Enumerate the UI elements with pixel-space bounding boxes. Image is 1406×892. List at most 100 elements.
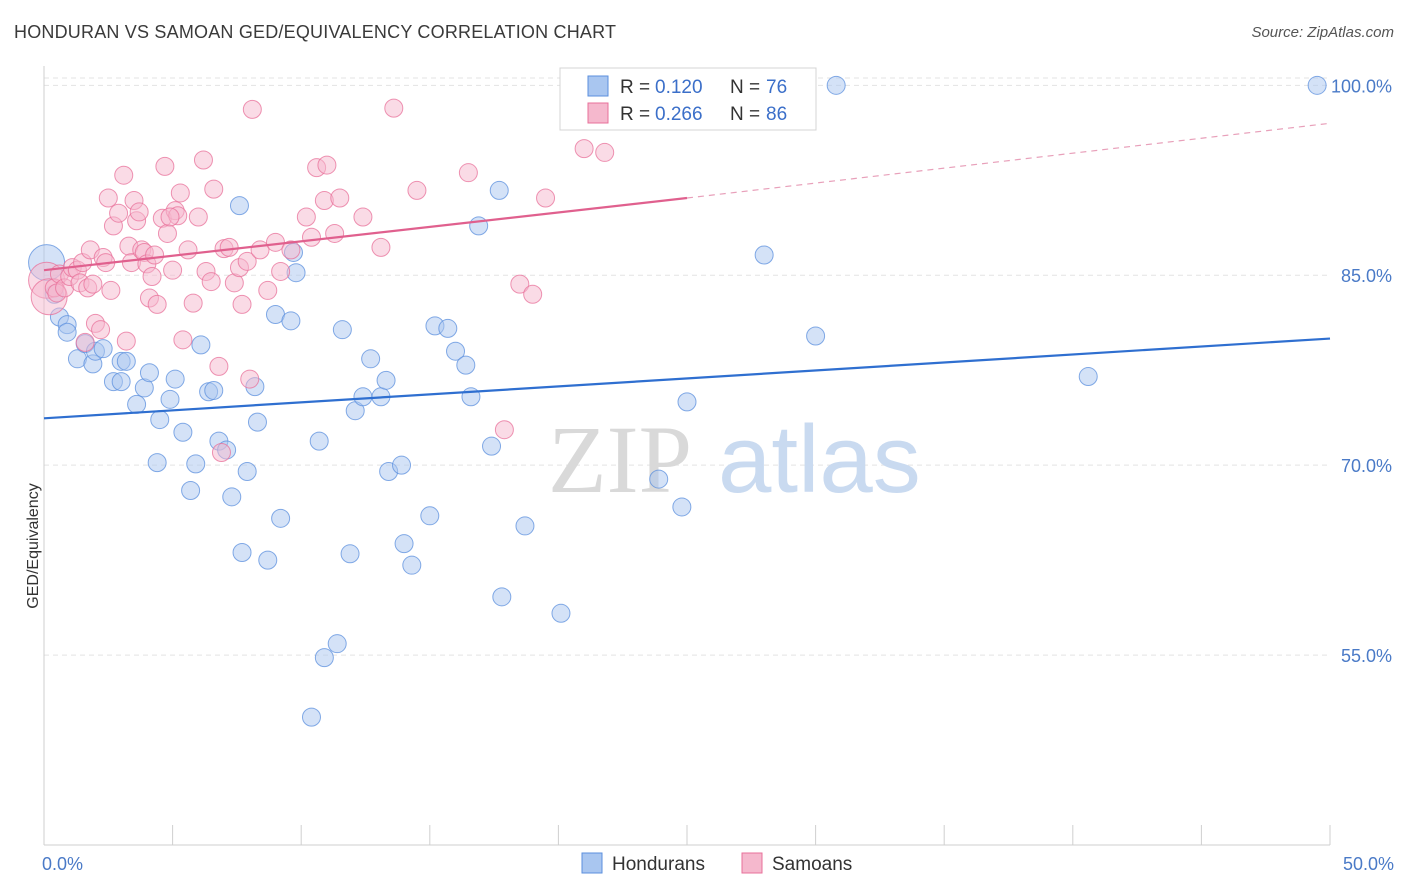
samoan-point-49 bbox=[201, 272, 221, 292]
samoan-point-58 bbox=[237, 251, 257, 271]
trend-lines bbox=[43, 122, 1331, 420]
samoan-point-72 bbox=[330, 188, 350, 208]
watermark-zip: ZIP bbox=[548, 406, 692, 513]
samoan-point-75 bbox=[384, 98, 404, 118]
samoan-point-37 bbox=[155, 156, 175, 176]
watermark-atlas: atlas bbox=[718, 406, 921, 513]
samoan-point-74 bbox=[371, 237, 391, 257]
honduran-point-26 bbox=[204, 380, 224, 400]
legend-swatch-hondurans bbox=[587, 75, 609, 97]
x-tick-label-1: 50.0% bbox=[1343, 854, 1394, 874]
legend-r-value-2: 0.266 bbox=[655, 104, 703, 125]
samoan-point-81 bbox=[536, 188, 556, 208]
honduran-point-30 bbox=[229, 196, 249, 216]
honduran-point-75 bbox=[1307, 75, 1327, 95]
legend-n-label-2: N = bbox=[730, 104, 760, 125]
samoan-point-82 bbox=[574, 139, 594, 159]
honduran-point-71 bbox=[754, 245, 774, 265]
legend-n-label-1: N = bbox=[730, 77, 760, 98]
honduran-point-9 bbox=[93, 339, 113, 359]
y-tick-label-1: 70.0% bbox=[1341, 456, 1392, 476]
honduran-point-45 bbox=[332, 320, 352, 340]
source-label: Source: ZipAtlas.com bbox=[1251, 24, 1394, 41]
honduran-point-20 bbox=[165, 369, 185, 389]
honduran-point-73 bbox=[826, 75, 846, 95]
samoan-point-15 bbox=[91, 320, 111, 340]
samoan-point-77 bbox=[458, 163, 478, 183]
y-axis-label: GED/Equivalency bbox=[25, 483, 42, 608]
bottom-legend-samoans: Samoans bbox=[772, 854, 852, 875]
samoan-point-45 bbox=[183, 293, 203, 313]
honduran-point-11 bbox=[111, 372, 131, 392]
honduran-point-54 bbox=[394, 534, 414, 554]
honduran-point-16 bbox=[139, 363, 159, 383]
samoan-point-85 bbox=[75, 332, 95, 352]
bottom-legend-swatch-hondurans bbox=[581, 852, 603, 874]
honduran-point-55 bbox=[402, 555, 422, 575]
honduran-point-70 bbox=[677, 392, 697, 412]
honduran-point-21 bbox=[173, 422, 193, 442]
samoan-point-66 bbox=[296, 207, 316, 227]
honduran-point-19 bbox=[160, 389, 180, 409]
legend-swatch-samoans bbox=[587, 102, 609, 124]
honduran-point-17 bbox=[147, 453, 167, 473]
samoan-point-28 bbox=[129, 202, 149, 222]
samoan-point-57 bbox=[232, 294, 252, 314]
honduran-point-63 bbox=[482, 436, 502, 456]
honduran-point-62 bbox=[469, 216, 489, 236]
samoan-point-44 bbox=[178, 240, 198, 260]
axes bbox=[43, 66, 1331, 846]
samoan-point-78 bbox=[494, 420, 514, 440]
honduran-point-46 bbox=[340, 544, 360, 564]
watermark: ZIP atlas bbox=[548, 406, 921, 513]
legend-n-value-2: 86 bbox=[766, 104, 787, 125]
samoan-point-71 bbox=[325, 223, 345, 243]
trend-line-samoans bbox=[43, 196, 688, 272]
samoan-point-76 bbox=[407, 180, 427, 200]
samoan-point-52 bbox=[211, 443, 231, 462]
honduran-point-23 bbox=[186, 454, 206, 474]
honduran-point-34 bbox=[247, 412, 267, 432]
legend-r-label-1: R = bbox=[620, 77, 650, 98]
honduran-point-29 bbox=[222, 487, 242, 507]
honduran-point-67 bbox=[551, 603, 571, 623]
y-tick-label-3: 100.0% bbox=[1331, 76, 1392, 96]
grid-lines bbox=[44, 77, 1330, 656]
honduran-point-42 bbox=[309, 431, 329, 451]
trend-line-samoans-extension bbox=[686, 122, 1331, 199]
honduran-point-51 bbox=[376, 370, 396, 390]
samoan-point-33 bbox=[142, 267, 162, 287]
samoan-point-60 bbox=[242, 99, 262, 119]
samoan-point-38 bbox=[157, 223, 177, 243]
bottom-legend: Hondurans Samoans bbox=[581, 852, 852, 875]
legend-r-label-2: R = bbox=[620, 104, 650, 125]
legend-r-value-1: 0.120 bbox=[655, 77, 703, 98]
honduran-point-24 bbox=[191, 335, 211, 355]
series-hondurans bbox=[28, 75, 1327, 727]
samoan-point-34 bbox=[145, 245, 165, 265]
samoan-point-83 bbox=[595, 142, 615, 162]
honduran-point-35 bbox=[258, 550, 278, 570]
honduran-point-31 bbox=[232, 543, 252, 563]
legend-n-value-1: 76 bbox=[766, 77, 787, 98]
honduran-point-68 bbox=[649, 469, 669, 489]
samoan-point-47 bbox=[193, 150, 213, 170]
honduran-point-22 bbox=[181, 480, 201, 500]
samoan-point-54 bbox=[219, 237, 239, 257]
honduran-point-66 bbox=[515, 516, 535, 536]
honduran-point-49 bbox=[361, 349, 381, 369]
chart-title: HONDURAN VS SAMOAN GED/EQUIVALENCY CORRE… bbox=[14, 22, 617, 42]
samoan-point-84 bbox=[160, 207, 180, 227]
bottom-legend-swatch-samoans bbox=[741, 852, 763, 874]
honduran-point-59 bbox=[446, 341, 466, 361]
honduran-point-44 bbox=[327, 634, 347, 654]
samoan-point-35 bbox=[147, 294, 167, 314]
honduran-point-74 bbox=[1078, 367, 1098, 387]
honduran-point-72 bbox=[806, 326, 826, 346]
honduran-point-4 bbox=[57, 322, 77, 342]
samoan-point-19 bbox=[101, 280, 121, 300]
honduran-point-37 bbox=[271, 508, 291, 528]
honduran-point-48 bbox=[353, 387, 373, 407]
honduran-point-65 bbox=[492, 587, 512, 607]
